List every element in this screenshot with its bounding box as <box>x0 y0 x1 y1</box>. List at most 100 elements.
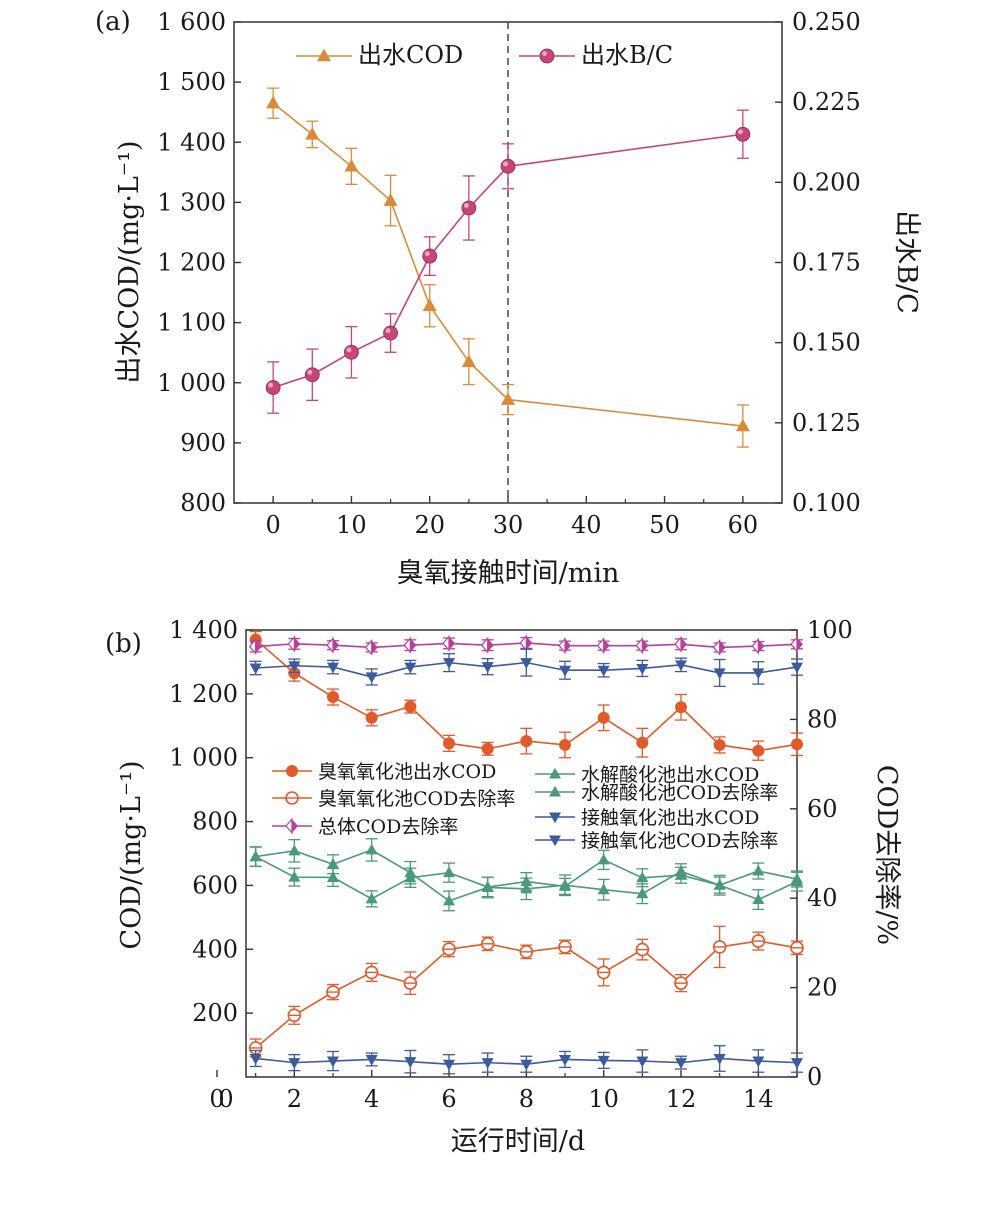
panel-b-data-point <box>636 871 649 883</box>
panel-b-data-point-half <box>326 636 334 654</box>
panel-b-legend-entry-0: 臭氧氧化池出水COD <box>272 761 496 783</box>
panel-b-legend-marker <box>549 767 561 779</box>
panel-a-series-0 <box>266 87 750 448</box>
panel-b-legend-marker <box>286 765 298 777</box>
panel-b-data-point <box>404 866 417 878</box>
panel-b-data-point <box>327 691 339 704</box>
panel-b-yr-tick-label: 0 <box>807 1063 822 1091</box>
panel-a-data-point <box>383 325 398 341</box>
panel-b-data-point-half <box>480 636 489 654</box>
panel-b-yr-tick-label: 100 <box>807 616 853 644</box>
panel-b-x-tick-label: 6 <box>441 1085 456 1113</box>
panel-b-data-point-half <box>442 634 450 652</box>
panel-a-yl-tick-label: 1 300 <box>157 188 226 216</box>
panel-b-data-point <box>481 662 494 673</box>
panel-a-legend-entry-1: 出水B/C <box>519 41 673 69</box>
panel-b-data-point <box>288 844 301 856</box>
panel-b-legend-label: 水解酸化池出水COD <box>581 764 759 786</box>
panel-b-x-tick-label: 10 <box>588 1085 619 1113</box>
panel-a-data-point-highlight <box>463 203 469 208</box>
panel-b-legend-marker-half <box>285 817 293 835</box>
panel-b-data-point <box>791 738 803 751</box>
panel-b-data-point <box>249 663 262 675</box>
panel-b-data-point <box>636 887 649 899</box>
panel-a-yl-tick-label: 1 400 <box>157 128 226 156</box>
panel-a-data-point <box>266 95 281 109</box>
panel-a-series-line <box>272 133 743 389</box>
panel-b-data-point <box>288 870 301 882</box>
panel-b-legend-label: 臭氧氧化池COD去除率 <box>318 788 515 810</box>
panel-b-data-point <box>597 665 610 677</box>
panel-a-data-point <box>735 126 751 142</box>
panel-b-yl-tick-label: 1 200 <box>169 680 238 708</box>
panel-b-x-tick-label: 0 <box>209 1085 224 1113</box>
panel-b-ylabel-left: COD/(mg·L⁻¹) <box>116 760 147 949</box>
panel-b-data-point <box>443 1059 455 1071</box>
panel-b-data-point-half <box>287 635 295 653</box>
panel-a-yr-tick-label: 0.250 <box>792 8 861 36</box>
panel-b-data-point <box>404 662 417 674</box>
panel-a-x-tick-label: 30 <box>493 511 524 539</box>
panel-b: (b) COD/(mg·L⁻¹) COD去除率/% 运行时间/d 0 2 4 6 8 10… <box>105 616 902 1157</box>
panel-b-frame <box>245 629 798 1078</box>
panel-a-data-point-highlight <box>268 382 274 388</box>
panel-b-data-point <box>288 1058 301 1069</box>
panel-b-series-5 <box>249 1045 803 1075</box>
panel-a-x-tick-label: 50 <box>649 511 680 539</box>
panel-b-data-point <box>559 1054 571 1066</box>
panel-b-data-point <box>288 661 301 673</box>
panel-a-x-tick-label: 0 <box>266 511 281 539</box>
panel-a-yl-tick-label: 1 200 <box>157 249 226 277</box>
panel-b-legend-label: 臭氧氧化池出水COD <box>318 761 496 783</box>
panel-a-yr-tick-label: 0.125 <box>792 409 861 437</box>
panel-b-yl-tick-label: 1 000 <box>169 744 238 772</box>
panel-b-data-point <box>481 742 494 755</box>
panel-a-legend-marker <box>317 48 331 62</box>
panel-b-yl-tick-label: 1 400 <box>169 616 238 644</box>
panel-a-data-point <box>461 354 476 367</box>
panel-b-yr-tick-label: 60 <box>807 795 838 823</box>
panel-b-yl-tick-label: 200 <box>192 999 238 1027</box>
panel-a-data-point <box>344 344 359 360</box>
panel-b-data-point-half <box>751 637 759 655</box>
panel-b-series-6 <box>249 648 803 687</box>
panel-b-data-point <box>520 1059 533 1071</box>
panel-b-data-point <box>597 883 610 895</box>
panel-b-data-point <box>327 871 339 882</box>
panel-a-data-point <box>265 380 281 395</box>
panel-a-data-point <box>383 193 398 206</box>
panel-a-x-tick-label: 10 <box>336 511 367 539</box>
panel-b-data-point <box>327 1056 339 1068</box>
panel-b-data-point <box>675 1058 687 1069</box>
panel-b-data-point <box>481 1058 494 1069</box>
panel-a-yl-tick-label: 800 <box>180 489 226 517</box>
panel-b-data-point <box>791 875 803 887</box>
panel-a-data-point <box>344 158 359 172</box>
panel-b-legend-label: 总体COD去除率 <box>318 816 458 838</box>
panel-a-yl-tick-label: 900 <box>180 429 226 457</box>
panel-b-data-point <box>719 640 726 655</box>
panel-b-data-point <box>791 1058 803 1069</box>
panel-b-data-point <box>636 663 649 675</box>
panel-a-data-point <box>501 392 515 405</box>
panel-b-legend-label: 水解酸化池COD去除率 <box>581 782 778 804</box>
panel-b-data-point <box>675 865 687 876</box>
panel-a: (a) 出水COD/(mg·L⁻¹) 出水B/C 臭氧接触时间/min 0 10 2… <box>95 7 922 589</box>
panel-b-x-tick-label: 4 <box>364 1085 379 1113</box>
panel-a-yr-tick-label: 0.150 <box>792 329 861 357</box>
panel-a-yl-tick-label: 1 100 <box>157 309 226 337</box>
panel-b-data-point <box>597 1055 610 1067</box>
panel-b-data-point-half <box>635 637 643 655</box>
panel-b-data-point <box>520 735 533 748</box>
panel-b-data-point <box>520 882 533 894</box>
panel-b-legend-entry-6: 接触氧化池COD去除率 <box>535 830 778 852</box>
panel-b-legend-marker <box>292 819 298 833</box>
panel-b-data-point <box>752 668 765 680</box>
panel-a-xlabel: 臭氧接触时间/min <box>397 558 620 589</box>
panel-b-yr-tick-label: 40 <box>807 884 838 912</box>
panel-b-data-point <box>449 636 455 651</box>
panel-a-data-point <box>500 158 516 174</box>
panel-b-data-point <box>681 637 687 652</box>
panel-a-data-point <box>304 367 320 383</box>
